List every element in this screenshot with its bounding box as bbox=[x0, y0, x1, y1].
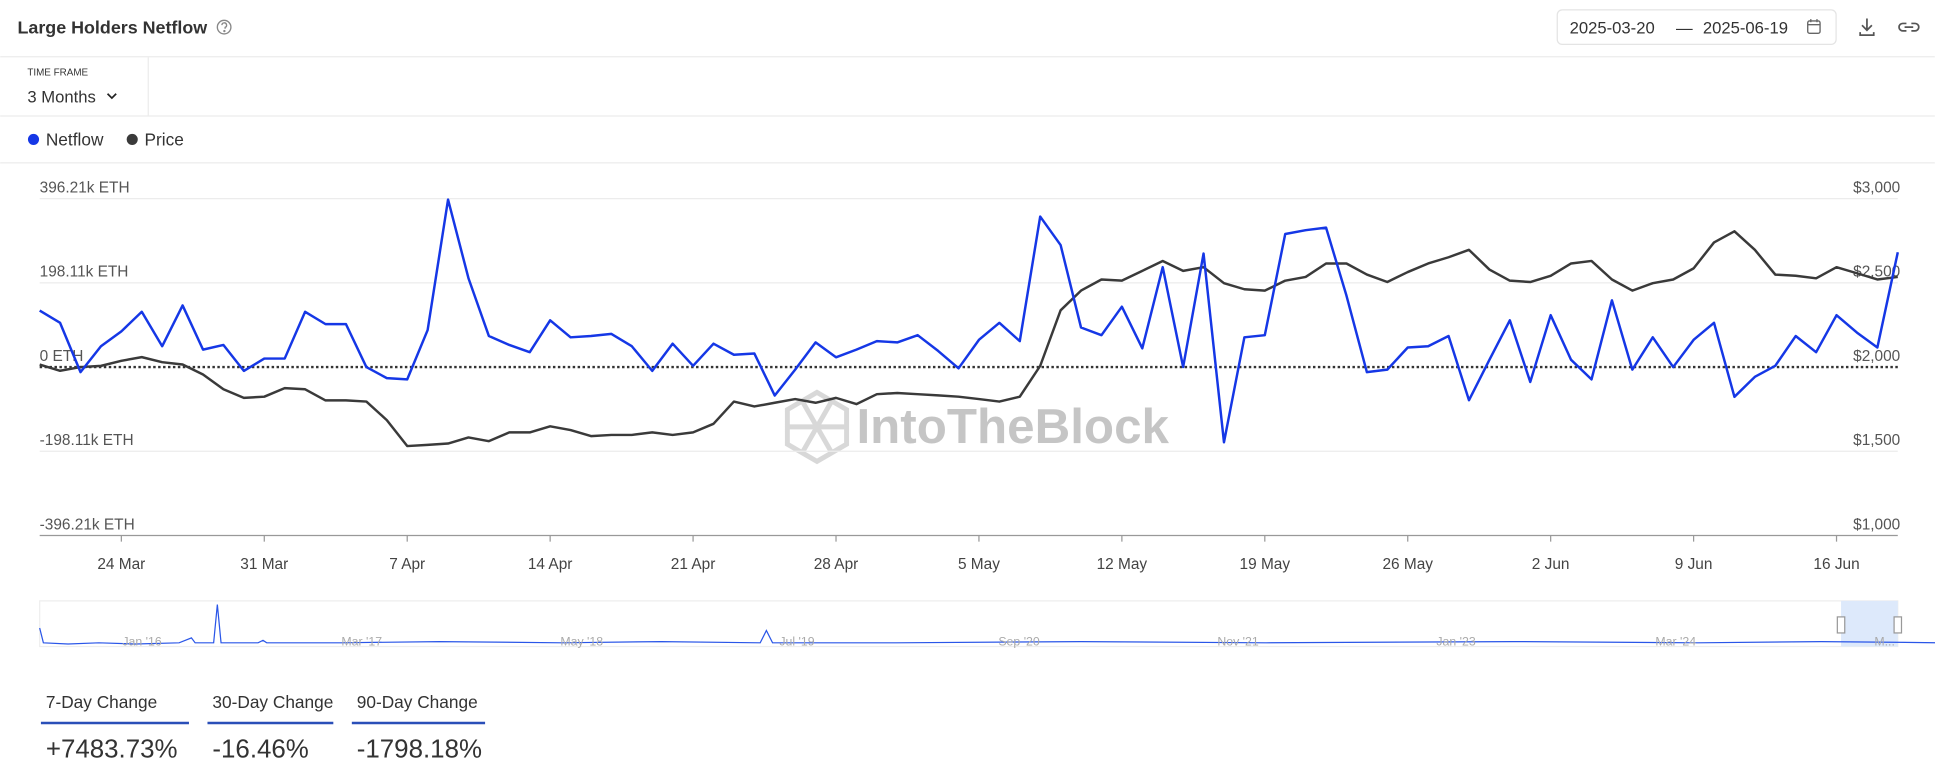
date-start: 2025-03-20 bbox=[1570, 18, 1655, 37]
y2-tick-label: $3,000 bbox=[1853, 179, 1900, 196]
navigator[interactable] bbox=[39, 600, 1899, 648]
x-tick-label: 14 Apr bbox=[528, 556, 573, 573]
navigator-label: Mar '24 bbox=[1655, 634, 1696, 648]
x-tick-label: 2 Jun bbox=[1532, 556, 1570, 573]
x-tick-label: 31 Mar bbox=[240, 556, 288, 573]
date-end: 2025-06-19 bbox=[1703, 18, 1788, 37]
navigator-labels: Jan '16 Mar '17 May '18 Jul '19 Sep '20 Nov '… bbox=[122, 634, 1895, 648]
calendar-icon[interactable] bbox=[1807, 19, 1821, 34]
stats: 7-Day Change +7483.73% 30-Day Change -16.46… bbox=[40, 692, 486, 764]
x-tick-label: 26 May bbox=[1382, 556, 1433, 573]
legend-marker bbox=[126, 133, 138, 145]
navigator-label: Jan '23 bbox=[1436, 634, 1476, 648]
help-icon[interactable] bbox=[216, 19, 232, 35]
legend: Netflow Price bbox=[27, 130, 184, 150]
navigator-label: M... bbox=[1874, 634, 1895, 648]
legend-label[interactable]: Price bbox=[145, 130, 184, 150]
series-line bbox=[39, 230, 1898, 448]
series-line bbox=[39, 198, 1899, 444]
date-separator: — bbox=[1676, 18, 1693, 37]
x-tick-label: 24 Mar bbox=[97, 556, 145, 573]
y-tick-label: 198.11k ETH bbox=[40, 264, 129, 281]
navigator-handle[interactable] bbox=[1836, 616, 1903, 634]
time-frame-label: TIME FRAME bbox=[27, 67, 88, 78]
y-tick-label: -396.21k ETH bbox=[40, 516, 135, 533]
x-tick-label: 12 May bbox=[1097, 556, 1148, 573]
stat-value: +7483.73% bbox=[46, 736, 178, 764]
watermark-text: IntoTheBlock bbox=[856, 399, 1169, 454]
date-range-picker[interactable] bbox=[1556, 9, 1837, 46]
navigator-sparkline bbox=[39, 604, 1935, 645]
navigator-label: Sep '20 bbox=[998, 634, 1040, 648]
time-frame-select[interactable]: 3 Months bbox=[27, 87, 95, 106]
x-tick-label: 5 May bbox=[958, 556, 1000, 573]
chevron bbox=[106, 93, 117, 100]
navigator-label: May '18 bbox=[560, 634, 603, 648]
watermark: IntoTheBlock bbox=[784, 389, 1170, 465]
stat-label: 7-Day Change bbox=[46, 692, 157, 712]
navigator-label: Mar '17 bbox=[341, 634, 382, 648]
x-tick-label: 28 Apr bbox=[814, 556, 859, 573]
navigator-label: Nov '21 bbox=[1217, 634, 1259, 648]
y-tick-label: -198.11k ETH bbox=[40, 432, 134, 449]
x-tick-label: 16 Jun bbox=[1813, 556, 1859, 573]
x-tick-label: 7 Apr bbox=[389, 556, 425, 573]
y2-tick-label: $1,500 bbox=[1853, 432, 1900, 449]
stat-value: -1798.18% bbox=[357, 736, 482, 764]
x-tick-label: 9 Jun bbox=[1675, 556, 1713, 573]
navigator-selection[interactable] bbox=[1841, 600, 1898, 647]
x-tick-label: 21 Apr bbox=[671, 556, 716, 573]
navigator-label: Jul '19 bbox=[779, 634, 814, 648]
stat-label: 30-Day Change bbox=[212, 692, 333, 712]
navigator-label: Jan '16 bbox=[122, 634, 162, 648]
stat-value: -16.46% bbox=[212, 736, 308, 764]
page-title: Large Holders Netflow bbox=[17, 17, 207, 37]
legend-label[interactable]: Netflow bbox=[46, 130, 104, 150]
stat-label: 90-Day Change bbox=[357, 692, 478, 712]
link-button[interactable] bbox=[1898, 22, 1920, 32]
x-tick-label: 19 May bbox=[1240, 556, 1291, 573]
download-button[interactable] bbox=[1859, 18, 1875, 37]
y2-tick-label: $2,000 bbox=[1853, 348, 1900, 365]
y-tick-label: 396.21k ETH bbox=[40, 179, 130, 196]
y2-tick-label: $1,000 bbox=[1853, 516, 1900, 533]
legend-marker bbox=[27, 133, 40, 145]
